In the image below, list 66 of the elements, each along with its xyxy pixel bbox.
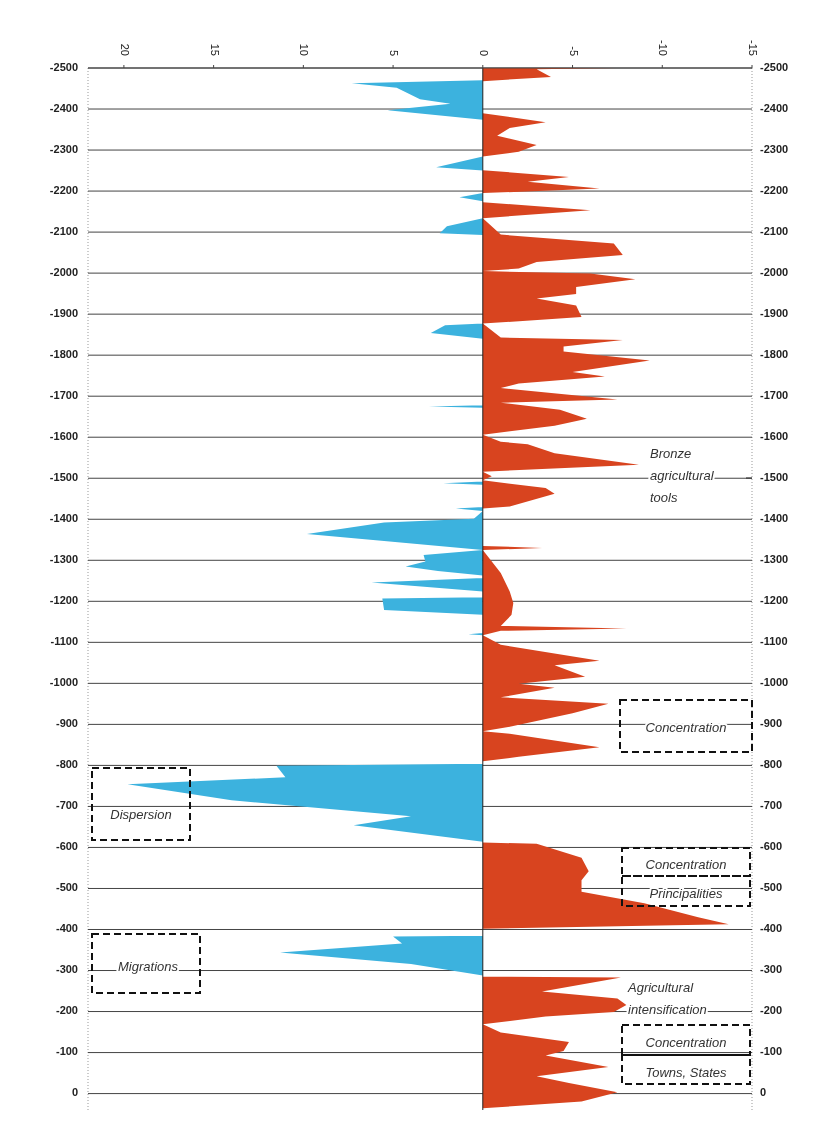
x-tick-label: 10 <box>298 43 311 56</box>
x-tick-label: 5 <box>388 49 401 56</box>
y-tick-label: -2400 <box>760 101 789 114</box>
y-tick-label: -2300 <box>760 142 789 155</box>
y-tick-label: -600 <box>760 840 783 853</box>
x-tick-label: -10 <box>657 40 670 56</box>
y-tick-label: -1000 <box>760 676 789 689</box>
y-tick-label: 0 <box>760 1086 767 1099</box>
y-tick-label: -1300 <box>760 553 789 566</box>
y2-tick-label: -1700 <box>49 389 78 402</box>
y-tick-label: -1100 <box>760 635 788 648</box>
y2-tick-label: -2400 <box>49 101 78 114</box>
x-tick-label: 15 <box>208 43 221 56</box>
y-tick-label: -200 <box>760 1004 783 1017</box>
y2-tick-label: -1900 <box>49 307 78 320</box>
y-tick-label: -2500 <box>760 60 789 73</box>
y-tick-label: -1500 <box>760 471 789 484</box>
y2-tick-label: -1400 <box>49 512 78 525</box>
y2-tick-label: -800 <box>55 758 78 771</box>
x-tick-label: -5 <box>567 46 580 56</box>
y-tick-label: -1400 <box>760 512 789 525</box>
y-tick-label: -1900 <box>760 307 789 320</box>
annotation: Concentration <box>645 857 727 873</box>
annotation: Principalities <box>649 886 723 902</box>
x-tick-label: -15 <box>747 40 760 56</box>
annotation: Concentration <box>645 720 727 736</box>
y-tick-label: -700 <box>760 799 783 812</box>
y2-tick-label: -900 <box>55 717 78 730</box>
y-tick-label: -1600 <box>760 430 789 443</box>
y-tick-label: -500 <box>760 881 783 894</box>
y2-tick-label: -1100 <box>50 635 78 648</box>
y-tick-label: -2000 <box>760 266 789 279</box>
y2-tick-label: -600 <box>55 840 78 853</box>
annotation: Concentration <box>645 1035 727 1051</box>
y2-tick-label: -100 <box>55 1045 78 1058</box>
y2-tick-label: -2500 <box>49 60 78 73</box>
y-tick-label: -1800 <box>760 348 789 361</box>
y2-tick-label: -1500 <box>49 471 78 484</box>
y-tick-label: -2200 <box>760 183 789 196</box>
y2-tick-label: 0 <box>71 1086 78 1099</box>
x-tick-label: 20 <box>118 43 131 56</box>
annotation: Towns, States <box>645 1065 728 1081</box>
y-tick-label: -800 <box>760 758 783 771</box>
y2-tick-label: -1800 <box>49 348 78 361</box>
y2-tick-label: -2100 <box>49 225 78 237</box>
y2-tick-label: -700 <box>55 799 78 812</box>
y2-tick-label: -1600 <box>49 430 78 443</box>
y2-tick-label: -200 <box>55 1004 78 1017</box>
annotation: Dispersion <box>110 807 172 823</box>
y-tick-label: -400 <box>760 922 783 935</box>
y-tick-label: -300 <box>760 963 783 976</box>
y-tick-label: -2100 <box>760 225 789 237</box>
y-tick-label: -1200 <box>760 594 789 607</box>
y2-tick-label: -1200 <box>49 594 78 607</box>
y2-tick-label: -1300 <box>49 553 78 566</box>
y-tick-label: -1700 <box>760 389 789 402</box>
y-tick-label: -100 <box>760 1045 783 1058</box>
y2-tick-label: -2000 <box>49 266 78 279</box>
y2-tick-label: -500 <box>55 881 78 894</box>
y-tick-label: -900 <box>760 717 783 730</box>
x-tick-label: 0 <box>477 49 490 56</box>
y2-tick-label: -1000 <box>49 676 78 689</box>
y2-tick-label: -400 <box>55 922 78 935</box>
y2-tick-label: -300 <box>55 963 78 976</box>
y2-tick-label: -2300 <box>49 142 78 155</box>
y2-tick-label: -2200 <box>49 183 78 196</box>
